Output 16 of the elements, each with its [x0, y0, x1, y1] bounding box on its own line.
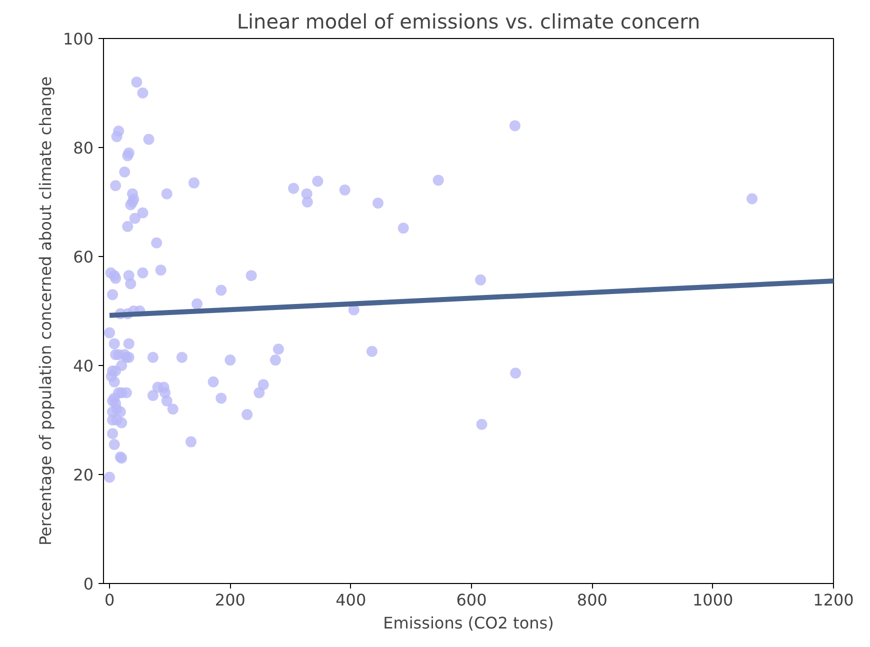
chart-title: Linear model of emissions vs. climate concern: [236, 10, 700, 34]
x-tick-label: 0: [104, 590, 115, 610]
y-tick-label: 100: [62, 30, 94, 48]
x-tick-label: 600: [456, 590, 487, 610]
x-tick-label: 1200: [813, 590, 854, 610]
y-tick-label: 40: [73, 356, 94, 376]
x-axis-title: Emissions (CO2 tons): [383, 614, 554, 632]
y-tick-label: 0: [83, 574, 94, 594]
x-tick-label: 200: [214, 590, 246, 610]
x-tick-label: 400: [336, 590, 366, 610]
y-axis-title: Percentage of population concerned about climate change: [36, 76, 55, 546]
y-tick-label: 80: [73, 138, 94, 158]
x-tick-label: 1000: [692, 590, 734, 610]
y-tick-label: 60: [73, 248, 94, 266]
x-tick-label: 800: [576, 590, 608, 610]
y-tick-label: 20: [73, 466, 94, 484]
